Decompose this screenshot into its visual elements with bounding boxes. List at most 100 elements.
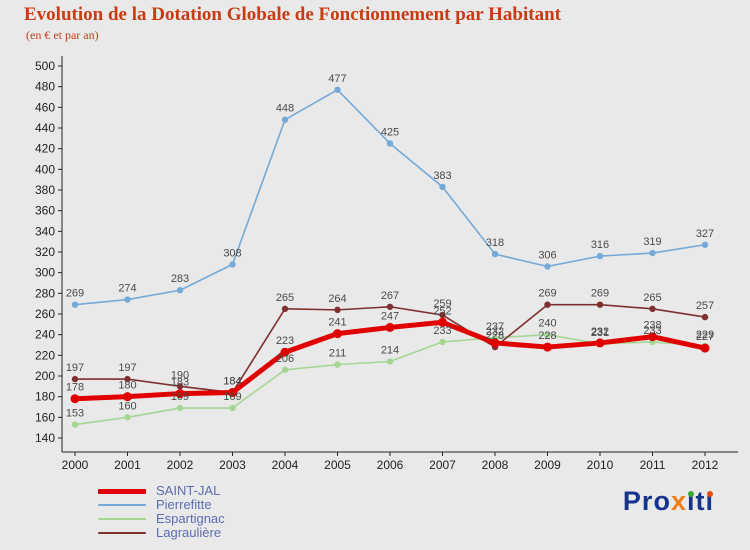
data-point <box>333 329 342 339</box>
y-tick-label: 180 <box>35 390 55 404</box>
data-label: 153 <box>66 408 84 420</box>
chart-subtitle: (en € et par an) <box>26 28 99 42</box>
data-label: 231 <box>591 327 609 339</box>
data-label: 316 <box>591 239 609 251</box>
data-point <box>281 116 289 123</box>
logo-letter: Pro <box>622 486 671 516</box>
series-line-Pierrefitte <box>74 88 706 306</box>
data-point <box>228 388 237 398</box>
data-point <box>596 252 604 260</box>
data-point <box>544 301 551 308</box>
data-label: 197 <box>66 362 84 374</box>
data-point <box>175 389 185 399</box>
data-point <box>280 347 290 357</box>
y-tick-label: 300 <box>35 266 55 280</box>
data-label: 206 <box>276 353 294 365</box>
legend-label: Espartignac <box>156 511 225 526</box>
data-label: 247 <box>381 310 399 322</box>
data-label: 306 <box>538 249 556 261</box>
data-point <box>386 358 394 365</box>
legend-swatch <box>98 504 146 506</box>
data-point <box>229 261 236 268</box>
data-label: 319 <box>643 236 661 248</box>
x-tick-label: 2006 <box>377 458 404 472</box>
data-label: 227 <box>696 331 714 343</box>
data-label: 425 <box>381 127 399 139</box>
y-tick-label: 140 <box>35 431 55 445</box>
legend-item-SAINT-JAL: SAINT-JAL <box>98 484 225 498</box>
data-label: 267 <box>381 290 399 302</box>
data-point <box>71 301 79 308</box>
data-point <box>648 332 657 342</box>
data-point <box>71 421 79 428</box>
legend-item-Pierrefitte: Pierrefitte <box>98 498 225 512</box>
data-label: 233 <box>643 325 661 337</box>
data-label: 448 <box>276 103 294 115</box>
data-point <box>386 140 394 147</box>
legend-item-Espartignac: Espartignac <box>98 512 225 526</box>
data-label: 211 <box>329 348 347 360</box>
legend-swatch <box>98 488 146 494</box>
logo-letter: ı <box>705 486 714 516</box>
legend-label: Lagraulière <box>156 525 222 540</box>
y-tick-label: 200 <box>35 369 55 383</box>
data-point <box>491 250 499 258</box>
data-point <box>544 263 551 270</box>
data-point <box>700 343 710 353</box>
legend-item-Lagraulière: Lagraulière <box>98 526 225 540</box>
data-label: 265 <box>643 292 661 304</box>
data-label: 269 <box>538 288 556 300</box>
data-point <box>334 306 341 314</box>
data-label: 233 <box>433 325 451 337</box>
data-point <box>595 338 605 348</box>
data-label: 183 <box>171 377 189 389</box>
data-point <box>176 287 184 294</box>
data-point <box>649 249 656 257</box>
x-tick-label: 2009 <box>534 458 561 472</box>
y-tick-label: 380 <box>35 183 55 197</box>
legend-swatch <box>98 518 146 520</box>
y-tick-label: 240 <box>35 328 55 342</box>
data-label: 232 <box>591 326 609 338</box>
data-label: 184 <box>223 376 241 388</box>
x-tick-label: 2003 <box>219 458 246 472</box>
data-point <box>281 305 289 313</box>
data-label: 178 <box>66 382 84 394</box>
data-label: 160 <box>118 400 136 412</box>
data-label: 477 <box>328 73 346 85</box>
logo-letter: x <box>670 486 687 516</box>
line-chart: 140 160 180 200 220 240 260 280 300 320 340 360 380 4… <box>35 56 738 472</box>
proxiti-logo: Proxı tı <box>623 486 714 517</box>
legend: SAINT-JAL Pierrefitte Espartignac Lagrauliè… <box>98 484 225 540</box>
data-label: 228 <box>486 330 504 342</box>
x-tick-label: 2005 <box>324 458 351 472</box>
y-tick-label: 400 <box>35 162 55 176</box>
data-label: 238 <box>643 320 661 332</box>
y-tick-label: 480 <box>35 80 55 94</box>
y-tick-label: 440 <box>35 121 55 135</box>
y-tick-label: 460 <box>35 100 55 114</box>
data-label: 269 <box>66 288 84 300</box>
data-point <box>385 322 395 332</box>
data-point <box>124 375 131 383</box>
data-point <box>386 303 394 310</box>
data-label: 274 <box>118 283 136 295</box>
data-label: 190 <box>171 369 189 381</box>
y-tick-label: 260 <box>35 307 55 321</box>
data-point <box>124 296 131 303</box>
data-label: 265 <box>276 292 294 304</box>
logo-i-dot <box>688 491 695 497</box>
legend-label: SAINT-JAL <box>156 483 221 498</box>
data-point <box>490 338 500 348</box>
data-point <box>543 342 552 352</box>
data-point <box>281 366 289 373</box>
data-label: 197 <box>118 362 136 374</box>
legend-label: Pierrefitte <box>156 497 212 512</box>
data-label: 229 <box>696 329 714 341</box>
data-point <box>229 404 236 412</box>
data-label: 252 <box>433 305 451 317</box>
data-point <box>438 317 447 327</box>
y-tick-label: 500 <box>35 59 55 73</box>
data-point <box>544 331 551 338</box>
y-tick-label: 320 <box>35 245 55 259</box>
